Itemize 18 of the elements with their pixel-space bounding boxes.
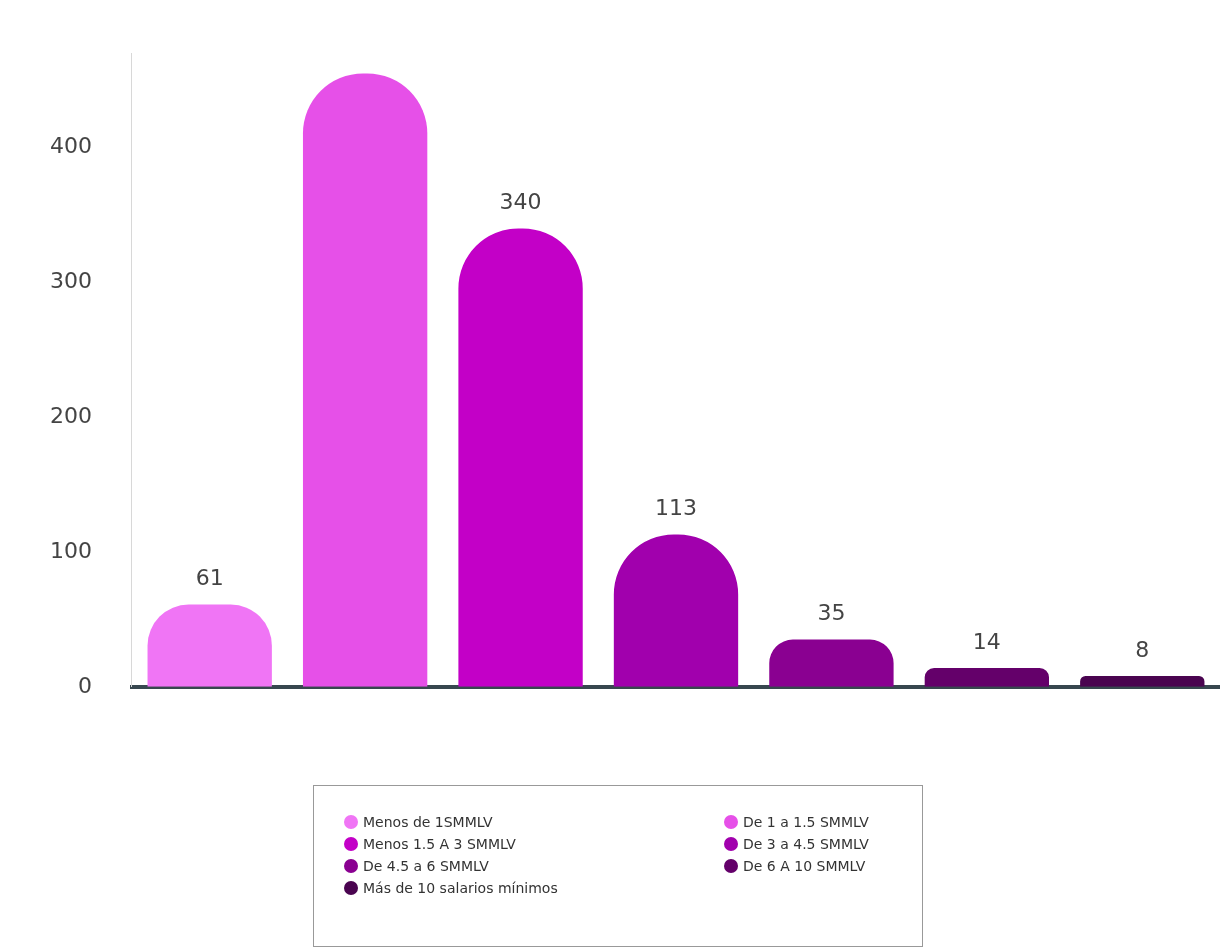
y-tick-label: 300 — [49, 268, 92, 294]
legend-label: Menos de 1SMMLV — [363, 814, 493, 830]
data-label: 35 — [817, 600, 846, 626]
y-tick-label: 0 — [77, 672, 92, 698]
data-label: 340 — [499, 189, 542, 215]
legend-label: De 4.5 a 6 SMMLV — [363, 858, 489, 874]
y-tick-label: 400 — [49, 133, 92, 159]
y-tick-label: 200 — [49, 402, 92, 428]
legend-label: De 3 a 4.5 SMMLV — [743, 836, 869, 852]
legend-label: De 6 A 10 SMMLV — [743, 858, 866, 874]
data-label: 113 — [655, 495, 697, 521]
legend-label: De 1 a 1.5 SMMLV — [743, 814, 869, 830]
data-label: 14 — [972, 628, 1001, 654]
legend-label: Menos 1.5 A 3 SMMLV — [363, 836, 516, 852]
y-tick-label: 100 — [49, 537, 92, 563]
data-label: 8 — [1135, 636, 1150, 662]
data-label: 61 — [195, 565, 224, 591]
legend-label: Más de 10 salarios mínimos — [363, 880, 558, 896]
